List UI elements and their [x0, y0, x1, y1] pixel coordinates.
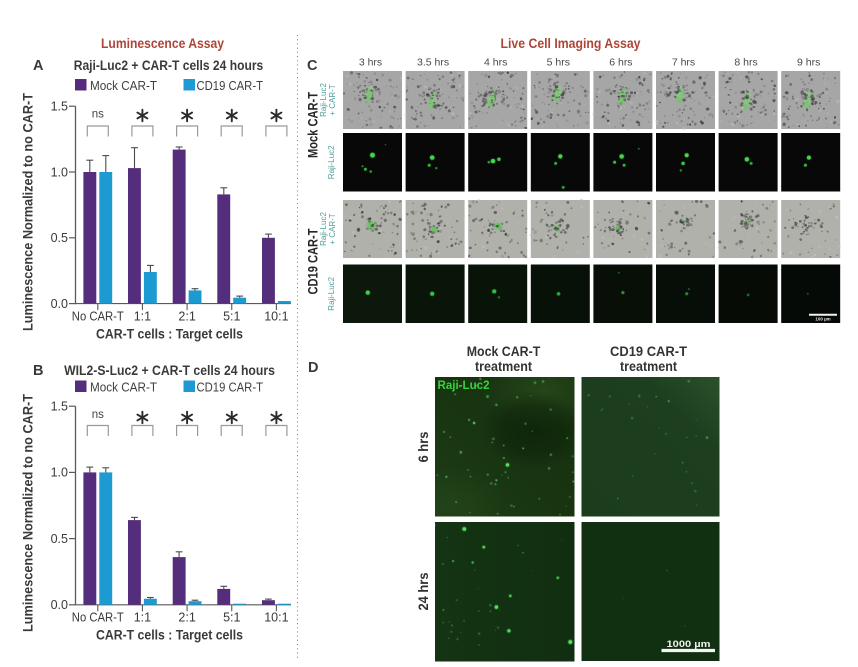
- svg-text:treatment: treatment: [620, 359, 677, 374]
- svg-text:Raji-Luc2: Raji-Luc2: [319, 212, 328, 246]
- svg-text:CD19 CAR-T: CD19 CAR-T: [197, 380, 264, 395]
- svg-text:B: B: [33, 363, 43, 379]
- svg-text:Raji-Luc2 + CAR-T cells 24 hou: Raji-Luc2 + CAR-T cells 24 hours: [74, 58, 264, 73]
- svg-text:ns: ns: [92, 409, 104, 421]
- svg-text:1000 µm: 1000 µm: [667, 639, 711, 650]
- svg-text:5:1: 5:1: [223, 611, 240, 625]
- svg-text:2:1: 2:1: [178, 310, 195, 324]
- svg-text:1:1: 1:1: [134, 310, 151, 324]
- svg-text:1.0: 1.0: [51, 466, 68, 480]
- svg-text:6 hrs: 6 hrs: [609, 57, 632, 69]
- svg-text:No CAR-T: No CAR-T: [72, 310, 124, 324]
- svg-text:WIL2-S-Luc2 + CAR-T cells 24 h: WIL2-S-Luc2 + CAR-T cells 24 hours: [64, 363, 275, 378]
- svg-text:Live Cell Imaging Assay: Live Cell Imaging Assay: [501, 35, 641, 51]
- svg-text:4 hrs: 4 hrs: [484, 57, 507, 69]
- svg-text:6 hrs: 6 hrs: [416, 432, 431, 463]
- svg-text:5 hrs: 5 hrs: [547, 57, 570, 69]
- svg-text:Mock CAR-T: Mock CAR-T: [306, 91, 321, 158]
- svg-text:CD19 CAR-T: CD19 CAR-T: [306, 228, 321, 295]
- svg-text:D: D: [308, 360, 318, 376]
- svg-text:10:1: 10:1: [264, 310, 288, 324]
- svg-text:Raji-Luc2: Raji-Luc2: [327, 276, 336, 310]
- svg-text:3.5 hrs: 3.5 hrs: [417, 57, 449, 69]
- svg-text:1:1: 1:1: [134, 611, 151, 625]
- svg-text:CD19 CAR-T: CD19 CAR-T: [197, 78, 264, 93]
- svg-text:+ CAR-T: + CAR-T: [328, 84, 337, 115]
- svg-text:+ CAR-T: + CAR-T: [328, 213, 337, 244]
- svg-text:100 µm: 100 µm: [815, 317, 830, 322]
- svg-text:Raji-Luc2: Raji-Luc2: [438, 380, 490, 392]
- svg-text:1.0: 1.0: [51, 165, 68, 179]
- svg-text:Mock CAR-T: Mock CAR-T: [467, 344, 541, 359]
- svg-text:8 hrs: 8 hrs: [734, 57, 757, 69]
- svg-text:9 hrs: 9 hrs: [797, 57, 820, 69]
- svg-text:No CAR-T: No CAR-T: [72, 611, 124, 625]
- svg-text:3 hrs: 3 hrs: [359, 57, 382, 69]
- svg-text:7 hrs: 7 hrs: [672, 57, 695, 69]
- svg-text:CD19 CAR-T: CD19 CAR-T: [610, 344, 688, 359]
- svg-text:24 hrs: 24 hrs: [416, 573, 431, 611]
- svg-text:Mock CAR-T: Mock CAR-T: [90, 380, 157, 395]
- svg-text:5:1: 5:1: [223, 310, 240, 324]
- svg-text:2:1: 2:1: [178, 611, 195, 625]
- svg-text:Raji-Luc2: Raji-Luc2: [319, 83, 328, 117]
- svg-text:10:1: 10:1: [264, 611, 288, 625]
- svg-text:Luminescence Normalized to no: Luminescence Normalized to no CAR-T: [21, 93, 37, 331]
- svg-text:C: C: [307, 58, 318, 74]
- svg-text:Raji-Luc2: Raji-Luc2: [327, 145, 336, 179]
- svg-text:0.0: 0.0: [51, 598, 68, 612]
- svg-text:Luminescence Normalized to no: Luminescence Normalized to no CAR-T: [21, 394, 37, 632]
- svg-text:Mock CAR-T: Mock CAR-T: [90, 78, 157, 93]
- svg-text:0.5: 0.5: [51, 231, 68, 245]
- svg-text:0.0: 0.0: [51, 297, 68, 311]
- svg-text:CAR-T cells : Target cells: CAR-T cells : Target cells: [96, 327, 243, 342]
- svg-text:1.5: 1.5: [51, 100, 68, 114]
- svg-text:treatment: treatment: [475, 359, 532, 374]
- svg-text:ns: ns: [92, 109, 104, 121]
- svg-text:Luminescence Assay: Luminescence Assay: [101, 35, 224, 51]
- svg-text:1.5: 1.5: [51, 400, 68, 414]
- svg-text:CAR-T cells : Target cells: CAR-T cells : Target cells: [96, 628, 243, 643]
- svg-text:0.5: 0.5: [51, 532, 68, 546]
- svg-text:A: A: [33, 58, 44, 74]
